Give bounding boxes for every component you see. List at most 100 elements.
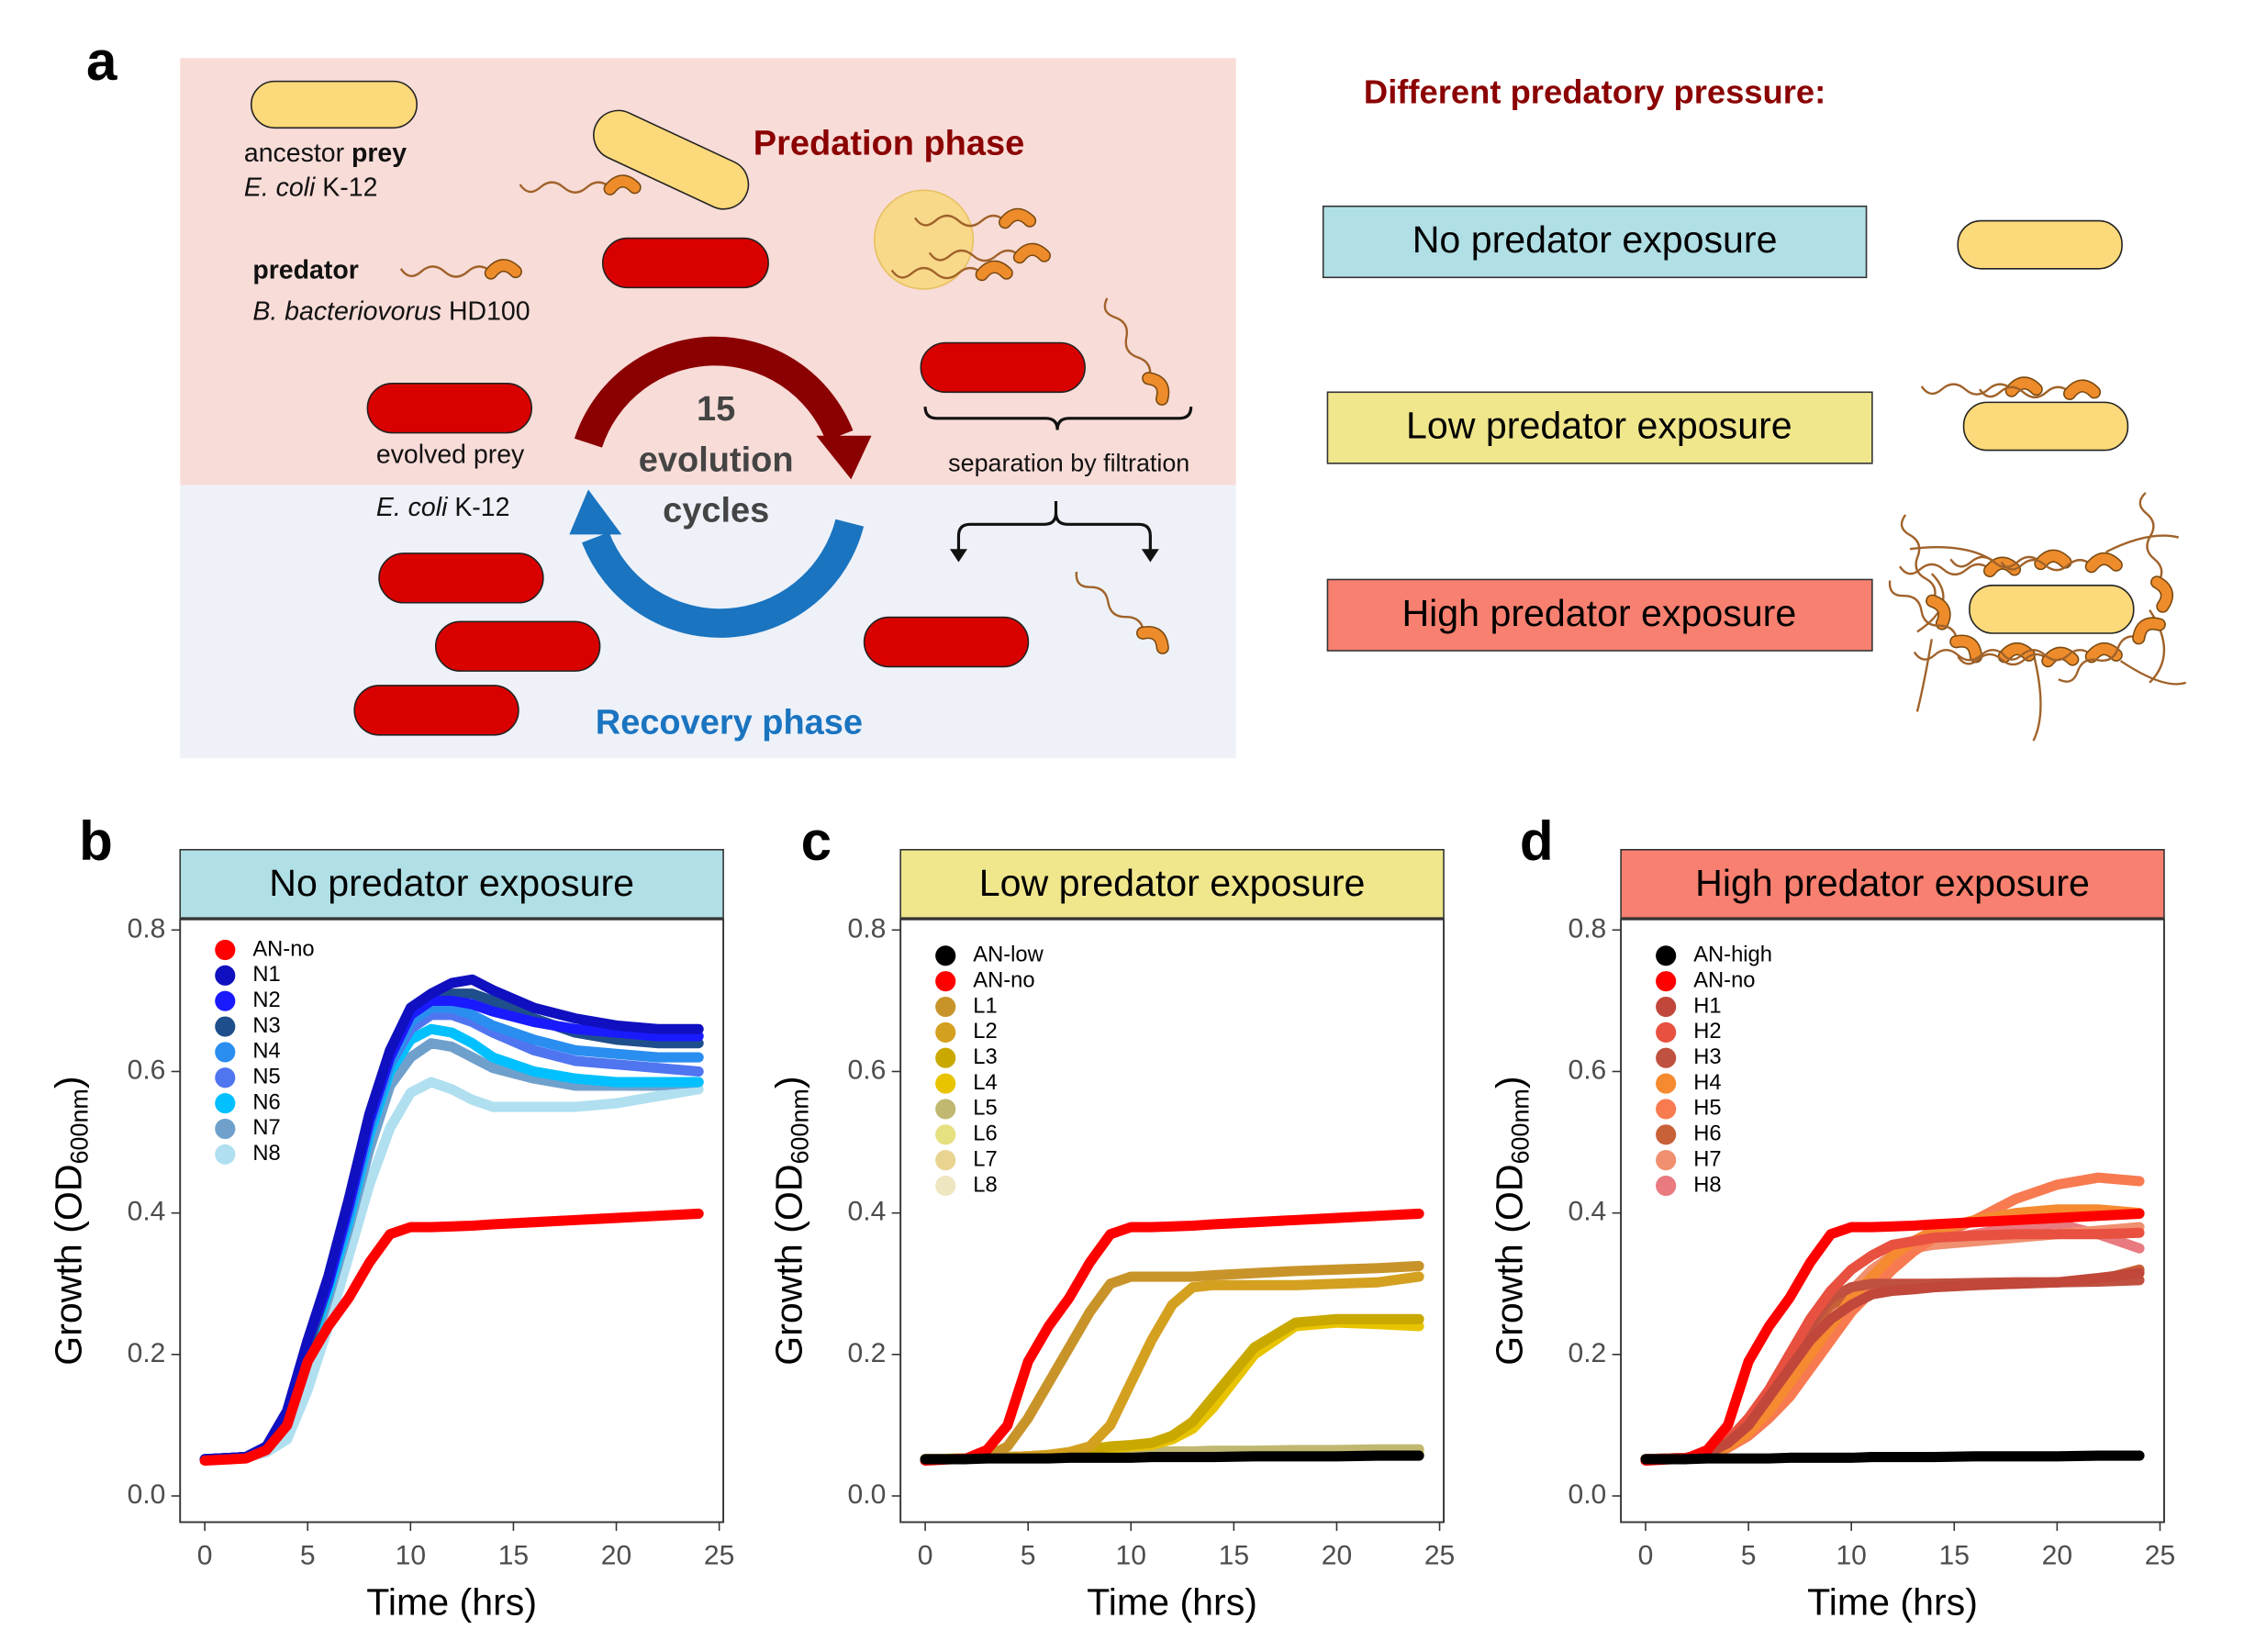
legend-label: N2 <box>252 988 280 1012</box>
legend-label: AN-high <box>1693 943 1772 967</box>
chart-title: Low predator exposure <box>979 862 1366 904</box>
legend-marker <box>215 965 236 986</box>
legend-label: L5 <box>973 1097 997 1121</box>
strip <box>179 849 724 919</box>
x-axis-title: Time (hrs) <box>1087 1581 1257 1624</box>
recovery-arrow <box>582 519 865 638</box>
legend-label: N6 <box>252 1090 280 1114</box>
legend-label: H3 <box>1693 1045 1721 1069</box>
series-line <box>1640 1450 2145 1465</box>
x-tick-label: 15 <box>1219 1540 1249 1570</box>
legend-marker <box>935 996 956 1018</box>
series-line <box>920 1208 1424 1466</box>
y-tick-label: 0.2 <box>848 1338 887 1368</box>
legend-label: H1 <box>1693 994 1721 1018</box>
y-tick-label: 0.6 <box>848 1055 887 1085</box>
x-axis-title: Time (hrs) <box>366 1581 537 1624</box>
predation-phase: Predation phase <box>754 124 1024 162</box>
legend-marker <box>215 1016 236 1037</box>
cycles-label: 15 <box>697 390 735 429</box>
recovery-phase: Recovery phase <box>596 704 863 742</box>
y-tick-label: 0.0 <box>128 1479 166 1510</box>
pressure-title: Different predatory pressure: <box>1364 73 1825 110</box>
y-axis-title-part: 600nm <box>787 1088 814 1164</box>
legend-marker <box>1656 1099 1677 1120</box>
legend-label: H8 <box>1693 1173 1721 1197</box>
series-line <box>1640 1208 2145 1466</box>
predator-label: predator <box>252 255 358 285</box>
series-line <box>199 1208 704 1466</box>
chart-title: No predator exposure <box>269 862 634 904</box>
legend-label: H5 <box>1693 1097 1721 1121</box>
legend-marker <box>215 1144 236 1165</box>
x-tick-label: 25 <box>2145 1540 2175 1570</box>
pressure-label: High predator exposure <box>1401 592 1796 634</box>
legend-label: L7 <box>973 1147 997 1171</box>
x-tick-label: 0 <box>197 1540 213 1570</box>
x-tick-label: 0 <box>1638 1540 1654 1570</box>
legend-marker <box>1656 996 1677 1018</box>
filtration-label: separation by filtration <box>948 450 1189 477</box>
y-axis-title: Growth (OD600nm) <box>47 1076 93 1365</box>
prey-cell <box>593 109 750 210</box>
legend-marker <box>1656 945 1677 966</box>
legend-label: H6 <box>1693 1122 1721 1146</box>
x-axis-title: Time (hrs) <box>1807 1581 1978 1624</box>
legend-label: H7 <box>1693 1147 1721 1171</box>
arrow-head <box>1141 549 1159 563</box>
y-axis-title-part: Growth (OD <box>767 1164 809 1365</box>
y-tick-label: 0.4 <box>848 1197 887 1227</box>
y-axis-title-part: ) <box>1488 1076 1530 1088</box>
legend-label: N5 <box>252 1066 280 1089</box>
x-tick-label: 5 <box>1021 1540 1036 1570</box>
strip <box>1620 849 2165 919</box>
legend-marker <box>935 1124 956 1145</box>
series-line <box>199 1077 704 1465</box>
legend-marker <box>935 971 956 992</box>
predator-swarm <box>1885 492 2187 742</box>
y-axis-title: Growth (OD600nm) <box>1488 1076 1534 1365</box>
legend-label: L6 <box>973 1122 997 1146</box>
evolved-cell <box>378 553 544 604</box>
y-tick-label: 0.4 <box>128 1197 166 1227</box>
legend-marker <box>935 1021 956 1043</box>
cycles-label: evolution <box>639 441 794 479</box>
evolved-cell <box>863 616 1030 668</box>
y-axis-title-part: Growth (OD <box>1488 1164 1530 1365</box>
predator-species: B. bacteriovorus HD100 <box>252 296 530 326</box>
series-line <box>920 1260 1424 1465</box>
x-tick-label: 25 <box>704 1540 734 1570</box>
ancestor-species: E. coli K-12 <box>244 173 378 202</box>
legend-marker <box>1656 1073 1677 1094</box>
legend-marker <box>1656 1175 1677 1197</box>
x-tick-label: 20 <box>1322 1540 1352 1570</box>
prey-cell <box>1969 584 2135 634</box>
legend-label: AN-no <box>1693 968 1755 992</box>
y-tick-label: 0.8 <box>1568 913 1606 943</box>
legend-label: AN-no <box>252 937 314 961</box>
y-tick-label: 0.0 <box>1568 1479 1606 1510</box>
legend-label: L2 <box>973 1020 997 1044</box>
y-axis-title: Growth (OD600nm) <box>767 1076 813 1365</box>
legend-marker <box>1656 1150 1677 1171</box>
series-line <box>1640 1267 2145 1465</box>
legend-label: AN-low <box>973 943 1044 967</box>
ancestor-label: ancestor prey <box>244 138 407 167</box>
evolved-cell <box>920 341 1086 394</box>
predation-arrow <box>574 336 854 448</box>
y-tick-label: 0.2 <box>1568 1338 1606 1368</box>
pressure-box <box>1326 391 1873 464</box>
arrow-head <box>949 549 967 563</box>
panel-label: a <box>86 30 117 92</box>
y-tick-label: 0.8 <box>128 913 166 943</box>
x-tick-label: 25 <box>1424 1540 1455 1570</box>
pressure-box <box>1322 205 1868 279</box>
y-tick-label: 0.6 <box>1568 1055 1606 1085</box>
y-axis-title-part: ) <box>767 1076 809 1088</box>
arrow-head <box>816 435 872 480</box>
legend-label: N1 <box>252 963 280 987</box>
y-tick-label: 0.0 <box>848 1479 887 1510</box>
cycles-label: cycles <box>663 492 769 530</box>
evolved-cell <box>366 383 532 434</box>
legend-marker <box>1656 1047 1677 1068</box>
